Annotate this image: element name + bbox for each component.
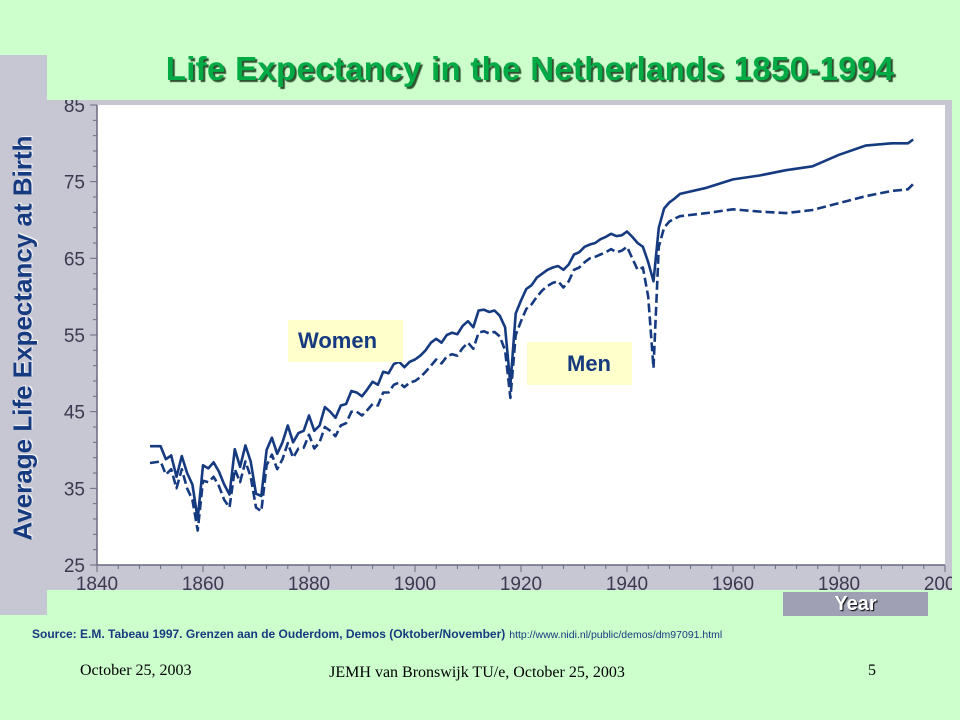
- y-tick-label: 25: [64, 556, 85, 577]
- x-tick-label: 1840: [76, 574, 118, 590]
- women-annotation: Women: [288, 320, 403, 362]
- series-layer: [149, 138, 915, 532]
- source-text: Source: E.M. Tabeau 1997. Grenzen aan de…: [32, 627, 506, 641]
- y-tick-label: 85: [64, 100, 85, 117]
- series-line-men: [149, 183, 915, 532]
- x-tick-label: 1920: [500, 574, 542, 590]
- life-expectancy-chart: 25 35 45 55 65 75 85 1840 1860 1880 1900 1920 1940 19…: [47, 100, 952, 590]
- y-tick-label: 35: [64, 479, 85, 500]
- footer-page-number: 5: [868, 662, 876, 679]
- series-line-women: [150, 138, 914, 521]
- x-tick-label: 1960: [712, 574, 754, 590]
- y-tick-label: 55: [64, 326, 85, 347]
- x-tick-label: 1860: [182, 574, 224, 590]
- x-axis-label: Year: [783, 592, 928, 616]
- footer-author: JEMH van Bronswijk TU/e, October 25, 200…: [329, 664, 625, 681]
- source-url-link[interactable]: http://www.nidi.nl/public/demos/dm97091.…: [509, 629, 723, 641]
- source-citation: Source: E.M. Tabeau 1997. Grenzen aan de…: [32, 627, 722, 641]
- y-tick-label: 65: [64, 249, 85, 270]
- plot-area: [97, 105, 945, 565]
- x-tick-label: 1900: [394, 574, 436, 590]
- x-tick-label: 1940: [606, 574, 648, 590]
- x-tick-label: 2000: [924, 574, 952, 590]
- men-annotation: Men: [527, 342, 632, 385]
- y-tick-label: 45: [64, 403, 85, 424]
- x-tick-label: 1880: [288, 574, 330, 590]
- y-axis-label: Average Life Expectancy at Birth: [7, 135, 38, 541]
- footer-date: October 25, 2003: [80, 662, 192, 679]
- y-axis-label-band: [0, 55, 47, 615]
- x-tick-label: 1980: [818, 574, 860, 590]
- slide-title: Life Expectancy in the Netherlands 1850-…: [165, 50, 895, 87]
- ticks-layer: 25 35 45 55 65 75 85 1840 1860 1880 1900 1920 1940 19…: [64, 100, 952, 590]
- y-tick-label: 75: [64, 173, 85, 194]
